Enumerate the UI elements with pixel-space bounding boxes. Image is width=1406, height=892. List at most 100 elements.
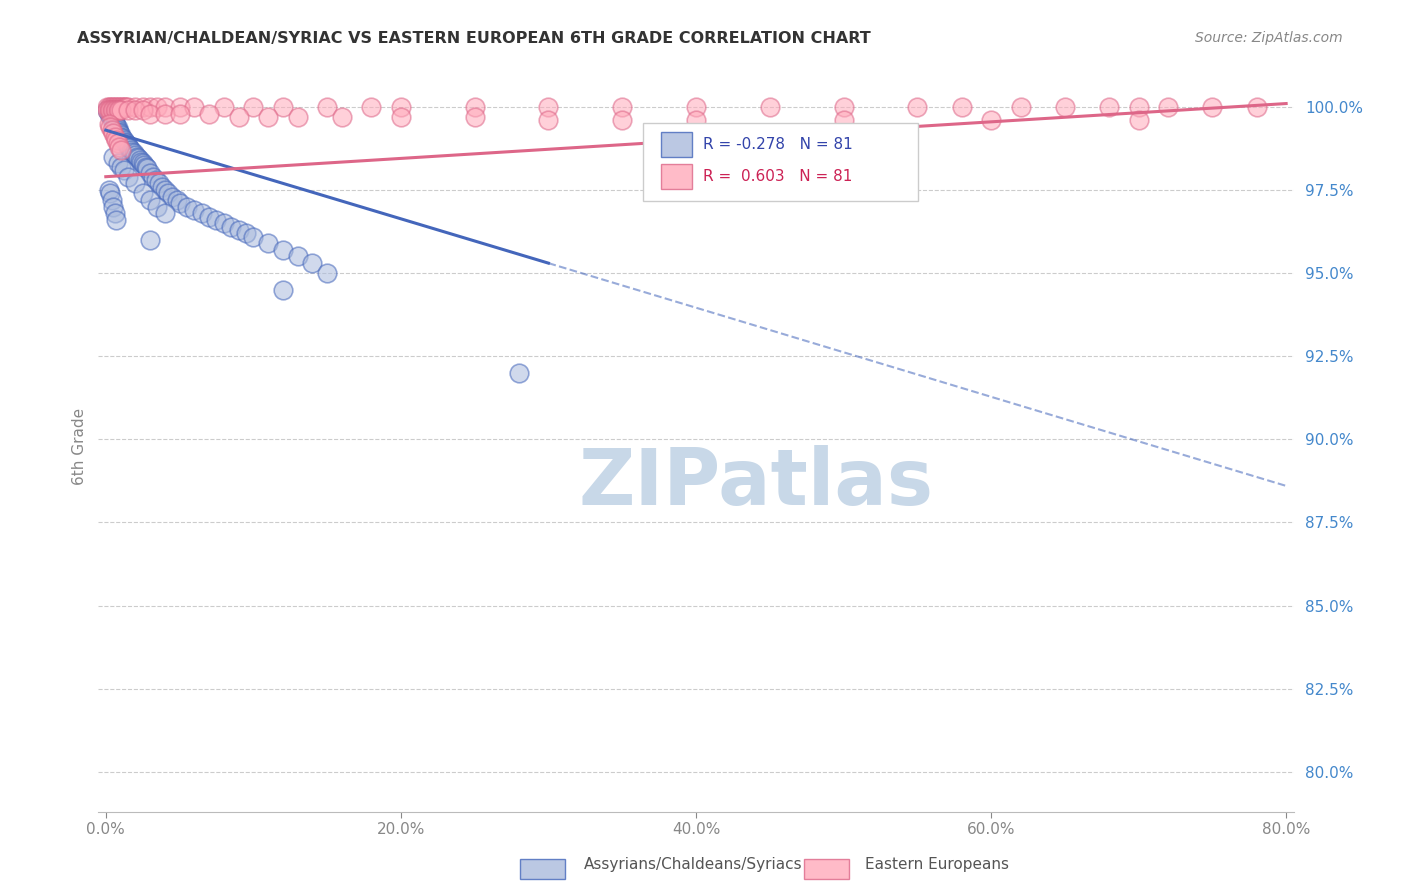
Point [110, 143, 132, 157]
Point [131, 100, 153, 114]
Point [107, 156, 129, 170]
Point [980, 113, 1002, 128]
Point [125, 150, 148, 164]
Point [97, 116, 120, 130]
Point [120, 143, 142, 157]
Point [108, 103, 131, 118]
Point [118, 141, 141, 155]
Point [131, 156, 153, 170]
Point [98, 100, 121, 114]
Point [110, 129, 132, 144]
Point [1128, 113, 1150, 128]
Point [104, 100, 127, 114]
Point [97, 183, 120, 197]
Point [257, 110, 280, 124]
Point [108, 140, 131, 154]
Point [139, 100, 162, 114]
Point [330, 110, 353, 124]
Point [1098, 100, 1121, 114]
Point [98, 108, 121, 122]
Point [104, 115, 127, 129]
Point [100, 123, 122, 137]
Point [169, 196, 191, 211]
Point [287, 250, 309, 264]
Point [101, 113, 124, 128]
Point [360, 100, 382, 114]
Point [117, 169, 139, 184]
Point [242, 229, 264, 244]
Point [271, 100, 294, 114]
Point [905, 100, 928, 114]
Point [198, 106, 221, 120]
Point [228, 110, 250, 124]
Point [464, 110, 486, 124]
Point [100, 193, 122, 207]
Point [114, 135, 136, 149]
Point [242, 100, 264, 114]
Point [148, 177, 170, 191]
Point [112, 100, 135, 114]
Point [153, 206, 176, 220]
Point [98, 103, 121, 118]
Point [97, 100, 120, 114]
Point [153, 100, 176, 114]
Point [156, 186, 179, 201]
Point [271, 283, 294, 297]
Point [183, 202, 205, 217]
Point [134, 158, 156, 172]
Point [169, 100, 191, 114]
Text: Source: ZipAtlas.com: Source: ZipAtlas.com [1195, 31, 1343, 45]
Point [110, 128, 132, 142]
Point [101, 200, 124, 214]
Point [146, 100, 169, 114]
Point [98, 120, 121, 134]
Point [219, 219, 242, 234]
Point [1157, 100, 1180, 114]
Point [389, 100, 412, 114]
Point [139, 193, 162, 207]
Point [97, 103, 120, 118]
Point [117, 100, 139, 114]
Point [287, 110, 309, 124]
Point [110, 103, 132, 118]
Point [105, 103, 128, 118]
Point [124, 103, 146, 118]
Point [104, 116, 127, 130]
Point [107, 136, 129, 151]
Text: ASSYRIAN/CHALDEAN/SYRIAC VS EASTERN EUROPEAN 6TH GRADE CORRELATION CHART: ASSYRIAN/CHALDEAN/SYRIAC VS EASTERN EURO… [77, 31, 872, 46]
Point [612, 100, 634, 114]
Point [145, 173, 167, 187]
Point [139, 233, 162, 247]
Point [142, 169, 165, 184]
Point [135, 160, 157, 174]
Point [212, 216, 235, 230]
Point [136, 161, 159, 176]
Point [685, 100, 707, 114]
Point [108, 100, 131, 114]
Text: R = -0.278   N = 81: R = -0.278 N = 81 [703, 136, 853, 152]
Point [107, 121, 129, 136]
Point [110, 160, 132, 174]
Point [117, 103, 139, 118]
Point [101, 100, 124, 114]
Y-axis label: 6th Grade: 6th Grade [72, 408, 87, 484]
Point [124, 100, 146, 114]
Point [166, 193, 188, 207]
Point [1128, 100, 1150, 114]
Point [100, 100, 122, 114]
Point [190, 206, 212, 220]
Point [98, 104, 121, 119]
Point [108, 127, 131, 141]
Point [105, 100, 128, 114]
Point [98, 186, 121, 201]
Point [105, 133, 128, 147]
Point [508, 366, 530, 380]
Point [115, 100, 138, 114]
Point [96, 103, 118, 118]
Point [107, 123, 129, 137]
Point [139, 166, 162, 180]
Text: Assyrians/Chaldeans/Syriacs: Assyrians/Chaldeans/Syriacs [583, 857, 801, 872]
Point [150, 179, 173, 194]
Point [1010, 100, 1032, 114]
Point [153, 106, 176, 120]
